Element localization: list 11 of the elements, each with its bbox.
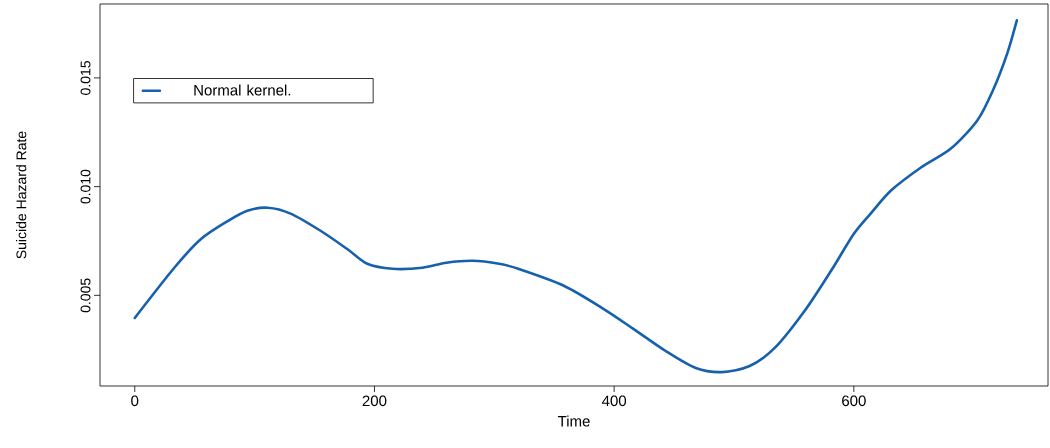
x-tick-label: 400 [601, 395, 627, 407]
y-tick-label: 0.010 [80, 169, 91, 204]
y-tick-label: 0.005 [80, 278, 91, 313]
y-axis-title: Suicide Hazard Rate [16, 131, 27, 259]
x-tick-label: 600 [842, 395, 866, 407]
x-tick-label: 200 [362, 395, 387, 407]
x-tick-label: 0 [131, 395, 139, 407]
legend-label: Normal kernel. [194, 84, 291, 96]
x-axis-title: Time [557, 415, 590, 427]
y-tick-label: 0.015 [80, 61, 91, 95]
line-series [133, 19, 1019, 374]
